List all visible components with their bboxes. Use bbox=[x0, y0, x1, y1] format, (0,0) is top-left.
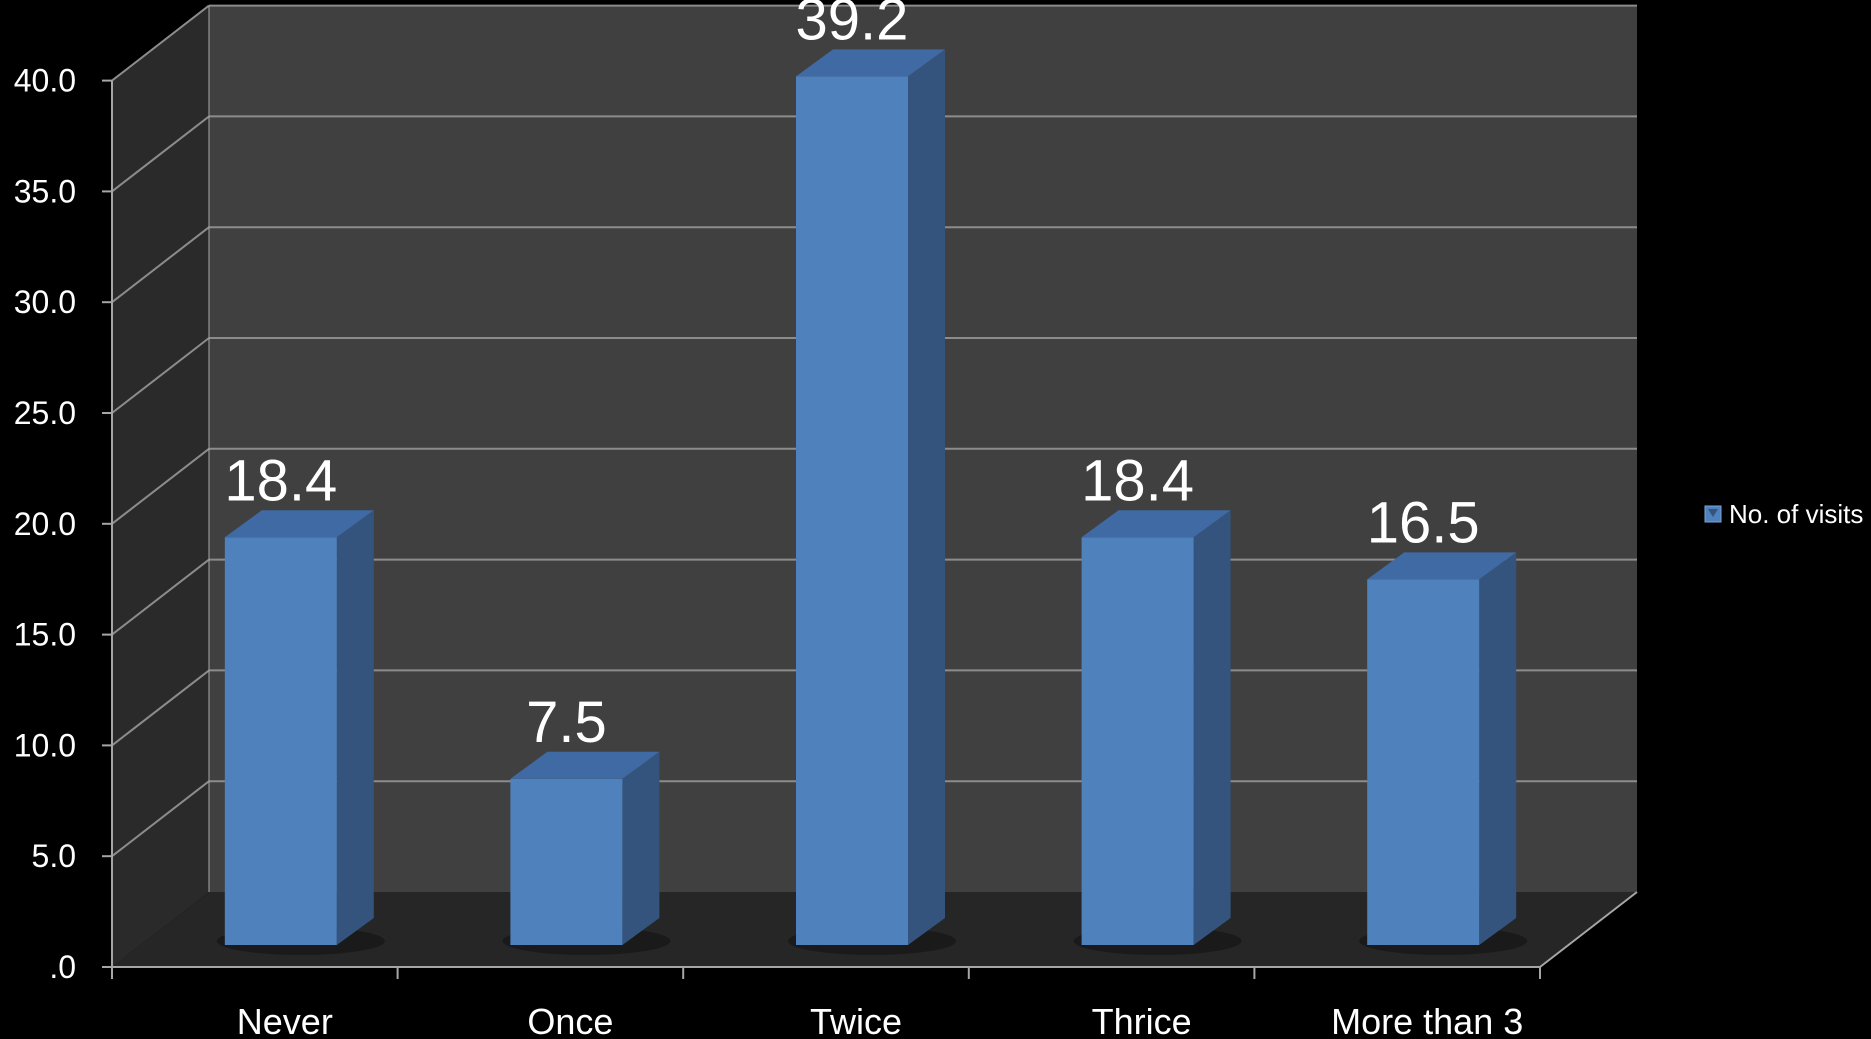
legend-label: No. of visits bbox=[1729, 499, 1863, 529]
gridline-side bbox=[111, 337, 210, 414]
y-tick-label: 30.0 bbox=[14, 284, 76, 320]
y-axis-tick-labels: .0 5.0 10.0 15.0 20.0 25.0 30.0 35.0 40.0 bbox=[14, 63, 76, 985]
bar-front bbox=[796, 76, 908, 945]
x-tick-label: Once bbox=[527, 1001, 613, 1039]
gridline-side bbox=[111, 780, 210, 857]
x-axis-tick-labels: Never Once Twice Thrice More than 3 bbox=[237, 1001, 1523, 1039]
bar-side bbox=[908, 49, 945, 945]
bar-front bbox=[510, 778, 623, 945]
legend: No. of visits bbox=[1704, 499, 1863, 529]
x-tick-label: Twice bbox=[810, 1001, 902, 1039]
bars bbox=[216, 49, 1528, 955]
bar-top bbox=[1081, 510, 1231, 538]
x-tick-label: Never bbox=[237, 1001, 333, 1039]
bar-side bbox=[622, 751, 660, 945]
bar-front bbox=[1367, 579, 1480, 945]
data-label: 18.4 bbox=[1081, 448, 1194, 513]
bar-top bbox=[510, 751, 660, 779]
y-tick-label: 40.0 bbox=[14, 63, 76, 99]
y-tick-label: 20.0 bbox=[14, 506, 76, 542]
gridline-side bbox=[111, 669, 210, 747]
data-label: 18.4 bbox=[224, 448, 337, 513]
bar bbox=[1359, 552, 1528, 955]
legend-swatch-mark bbox=[1708, 509, 1718, 517]
floor-edge-line bbox=[1539, 891, 1638, 968]
y-tick-label: 35.0 bbox=[14, 173, 76, 209]
gridline-side bbox=[111, 448, 210, 525]
bar-side bbox=[1193, 510, 1231, 945]
data-label: 16.5 bbox=[1367, 490, 1480, 555]
data-label: 39.2 bbox=[796, 0, 909, 52]
bar-top bbox=[796, 49, 945, 77]
bar-top bbox=[224, 510, 374, 538]
gridline-side bbox=[111, 226, 210, 303]
y-tick-label: 5.0 bbox=[32, 838, 76, 874]
bar bbox=[216, 510, 385, 955]
bar-side bbox=[336, 510, 374, 945]
y-tick-label: 10.0 bbox=[14, 727, 76, 763]
bar bbox=[788, 49, 956, 955]
bar-side bbox=[1479, 552, 1517, 945]
y-tick-label: 15.0 bbox=[14, 617, 76, 653]
bar-front bbox=[1081, 537, 1194, 945]
bar bbox=[502, 751, 671, 955]
bar-front bbox=[224, 537, 337, 945]
data-labels: 18.4 7.5 39.2 18.4 16.5 bbox=[224, 0, 1479, 755]
axes bbox=[102, 5, 1638, 979]
x-tick-label: More than 3 bbox=[1331, 1001, 1523, 1039]
gridline-side bbox=[111, 4, 210, 82]
y-tick-label: .0 bbox=[49, 949, 76, 985]
gridline-side bbox=[111, 558, 210, 636]
data-label: 7.5 bbox=[526, 690, 607, 755]
bar bbox=[1073, 510, 1242, 955]
bar-top bbox=[1367, 552, 1517, 580]
gridline-side bbox=[111, 115, 210, 193]
x-tick-label: Thrice bbox=[1092, 1001, 1192, 1039]
y-tick-label: 25.0 bbox=[14, 395, 76, 431]
